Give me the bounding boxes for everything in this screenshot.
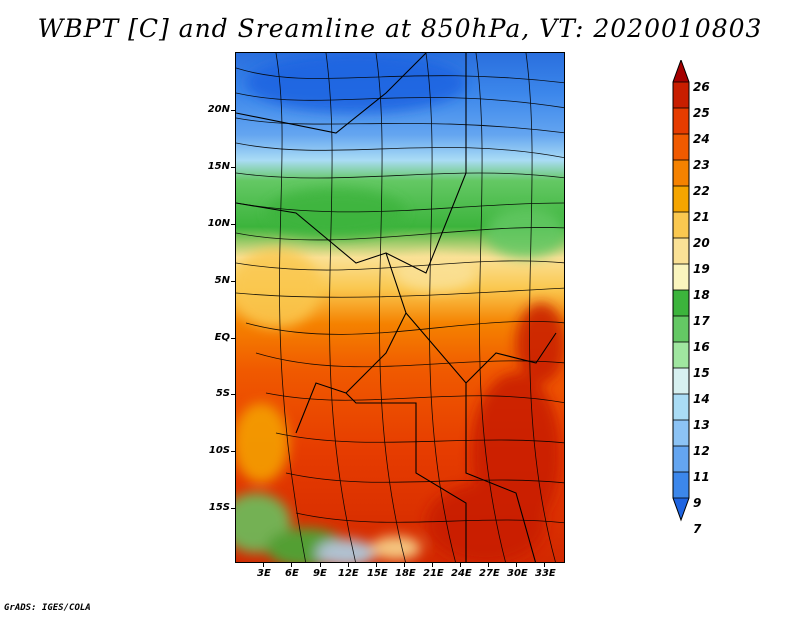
lon-tick	[488, 563, 489, 567]
lon-tick	[432, 563, 433, 567]
lon-tick	[263, 563, 264, 567]
lon-label: 27E	[479, 568, 500, 579]
colorbar-label: 20	[693, 236, 710, 250]
colorbar-label: 24	[693, 132, 710, 146]
lon-label: 6E	[285, 568, 299, 579]
colorbar-swatch	[673, 342, 689, 368]
lat-tick	[231, 110, 235, 111]
lat-label: 5S	[215, 388, 230, 399]
grads-credit: GrADS: IGES/COLA	[4, 603, 91, 613]
lon-tick	[291, 563, 292, 567]
colorbar	[672, 60, 690, 522]
colorbar-label: 23	[693, 158, 710, 172]
lon-tick	[320, 563, 321, 567]
colorbar-swatch	[673, 108, 689, 134]
colorbar-swatch	[673, 420, 689, 446]
lon-label: 3E	[257, 568, 271, 579]
lat-tick	[231, 394, 235, 395]
colorbar-label: 13	[693, 418, 710, 432]
lon-label: 18E	[395, 568, 416, 579]
colorbar-swatch	[673, 290, 689, 316]
colorbar-label: 26	[693, 80, 710, 94]
lat-tick	[231, 451, 235, 452]
lat-tick	[231, 224, 235, 225]
lon-tick	[404, 563, 405, 567]
lon-label: 12E	[338, 568, 359, 579]
colorbar-label: 21	[693, 210, 710, 224]
colorbar-label: 15	[693, 366, 710, 380]
lat-tick	[231, 338, 235, 339]
colorbar-swatch	[673, 394, 689, 420]
colorbar-label: 11	[693, 470, 710, 484]
lon-tick	[376, 563, 377, 567]
lat-label: 15N	[207, 161, 230, 172]
lon-label: 9E	[313, 568, 327, 579]
map-plot	[235, 52, 565, 563]
colorbar-swatch	[673, 368, 689, 394]
lon-tick	[544, 563, 545, 567]
colorbar-label: 14	[693, 392, 710, 406]
colorbar-label: 12	[693, 444, 710, 458]
lat-label: 20N	[207, 104, 230, 115]
colorbar-swatch	[673, 186, 689, 212]
lat-label: 15S	[208, 502, 230, 513]
lon-tick	[460, 563, 461, 567]
colorbar-swatch	[673, 160, 689, 186]
lon-label: 30E	[507, 568, 528, 579]
lat-label: 10S	[208, 445, 230, 456]
lat-tick	[231, 281, 235, 282]
lon-tick	[516, 563, 517, 567]
colorbar-swatch	[673, 82, 689, 108]
map-field	[236, 53, 564, 562]
colorbar-swatch	[673, 446, 689, 472]
colorbar-label: 17	[693, 314, 710, 328]
lon-label: 15E	[367, 568, 388, 579]
lon-label: 21E	[423, 568, 444, 579]
colorbar-label: 19	[693, 262, 710, 276]
lon-label: 33E	[535, 568, 556, 579]
lat-label: 5N	[214, 275, 230, 286]
colorbar-bottom-arrow	[673, 498, 689, 520]
colorbar-label: 25	[693, 106, 710, 120]
lon-label: 24E	[451, 568, 472, 579]
colorbar-label: 22	[693, 184, 710, 198]
colorbar-label: 7	[693, 522, 702, 536]
colorbar-label: 9	[693, 496, 702, 510]
lat-label: 10N	[207, 218, 230, 229]
colorbar-swatch	[673, 264, 689, 290]
lat-label: EQ	[214, 332, 230, 343]
lon-tick	[348, 563, 349, 567]
colorbar-swatch	[673, 472, 689, 498]
colorbar-label: 16	[693, 340, 710, 354]
colorbar-label: 18	[693, 288, 710, 302]
lat-tick	[231, 167, 235, 168]
colorbar-top-arrow	[673, 60, 689, 82]
colorbar-swatch	[673, 134, 689, 160]
lat-tick	[231, 508, 235, 509]
colorbar-swatch	[673, 238, 689, 264]
plot-title: WBPT [C] and Sreamline at 850hPa, VT: 20…	[37, 14, 763, 43]
colorbar-swatch	[673, 316, 689, 342]
colorbar-swatch	[673, 212, 689, 238]
